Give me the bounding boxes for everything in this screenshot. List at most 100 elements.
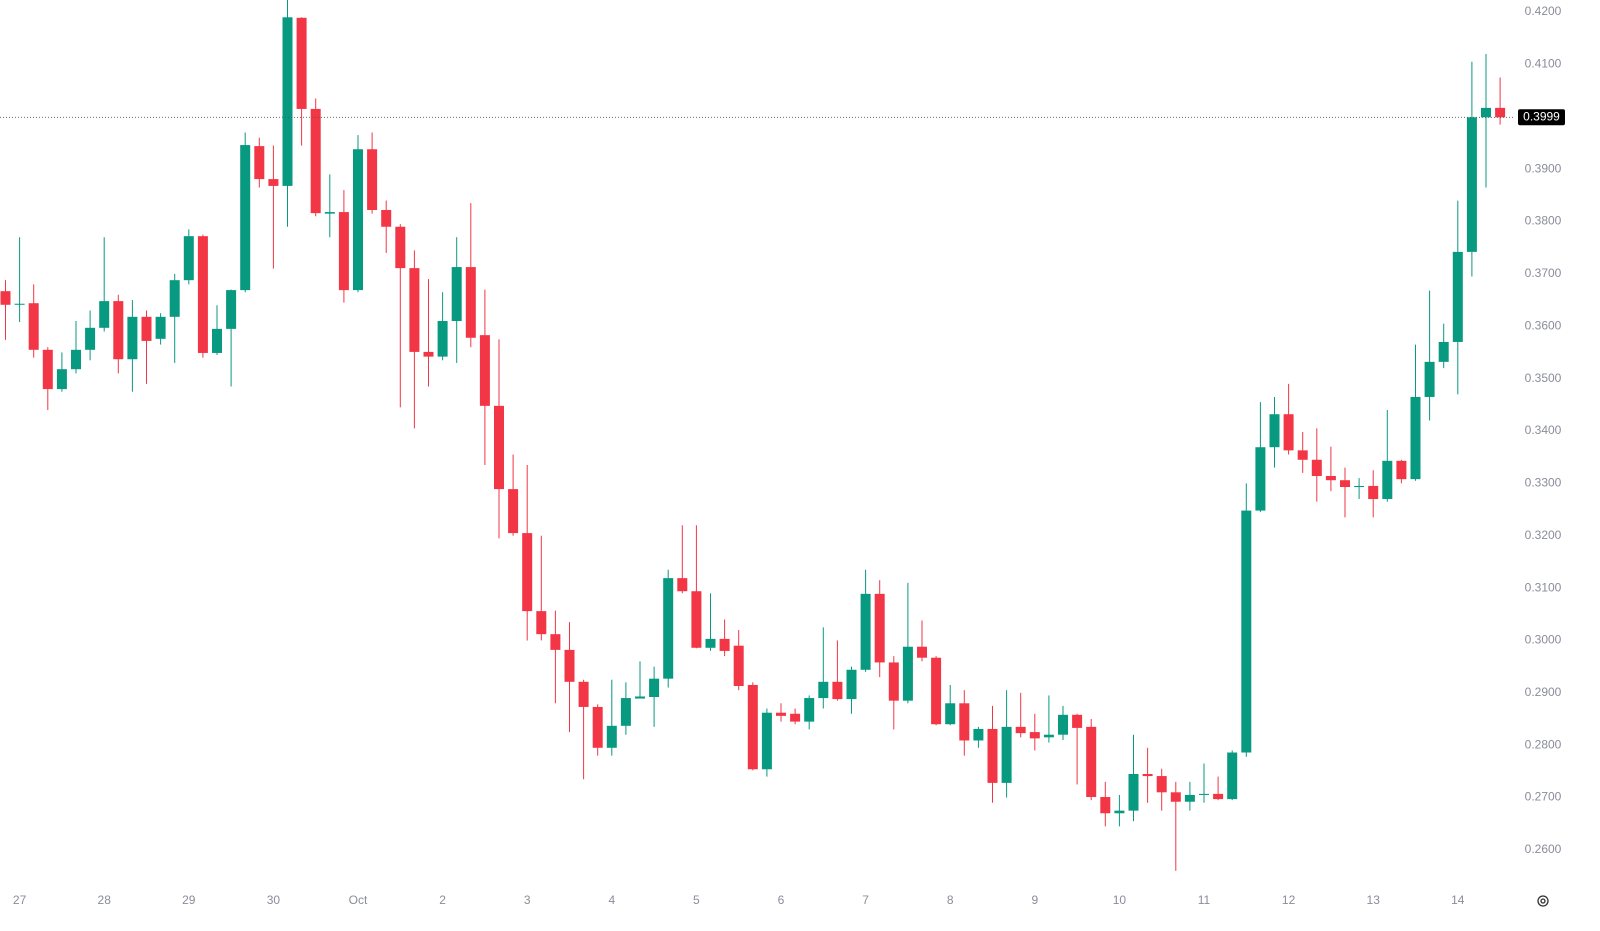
candle-body <box>409 268 420 352</box>
candle-body <box>494 405 504 490</box>
candle-body <box>240 145 251 291</box>
candle-body <box>1058 714 1068 735</box>
candle-body <box>536 611 547 635</box>
candle-body <box>465 267 476 338</box>
candle-body <box>155 316 166 339</box>
x-tick-label: 14 <box>1451 893 1465 907</box>
candle-body <box>169 280 180 317</box>
gear-outer[interactable] <box>1537 895 1549 907</box>
candle-body <box>71 349 81 370</box>
candle-body <box>28 303 39 350</box>
candle-body <box>1170 792 1181 802</box>
y-tick-label: 0.3900 <box>1525 161 1562 175</box>
candle-body <box>1114 810 1125 814</box>
candle-body <box>564 649 575 682</box>
candle-body <box>0 291 11 305</box>
y-tick-label: 0.3400 <box>1525 423 1562 437</box>
candle-body <box>804 698 815 722</box>
candle-body <box>1213 793 1224 800</box>
candle-body <box>1269 414 1280 448</box>
candle-body <box>226 290 237 329</box>
candle-body <box>479 335 490 406</box>
candle-body <box>381 209 392 227</box>
candle-body <box>747 684 758 770</box>
candle-body <box>846 669 857 700</box>
candle-body <box>1325 476 1336 481</box>
candle-body <box>1311 459 1322 477</box>
candle-body <box>508 489 519 534</box>
candle-body <box>437 321 448 357</box>
x-tick-label: 6 <box>778 893 785 907</box>
y-tick-label: 0.2600 <box>1525 842 1562 856</box>
candle-body <box>606 725 617 748</box>
x-tick-label: 10 <box>1113 893 1127 907</box>
candle-body <box>282 17 293 186</box>
candle-body <box>1255 447 1266 511</box>
candle-body <box>1424 361 1435 397</box>
candle-body <box>1015 726 1026 734</box>
x-tick-label: 8 <box>947 893 954 907</box>
last-price-label: 0.3999 <box>1523 109 1560 123</box>
candle-body <box>1142 773 1153 777</box>
x-tick-label: 9 <box>1031 893 1038 907</box>
x-tick-label: 30 <box>267 893 281 907</box>
candle-body <box>85 327 96 350</box>
candle-body <box>1396 460 1407 480</box>
y-tick-label: 0.3000 <box>1525 633 1562 647</box>
candle-body <box>1297 450 1308 460</box>
y-tick-label: 0.4200 <box>1525 4 1562 18</box>
candle-body <box>1481 107 1491 118</box>
candle-body <box>691 591 702 648</box>
candle-body <box>761 712 772 770</box>
candle-body <box>522 533 533 612</box>
candle-body <box>818 681 829 699</box>
candle-body <box>183 236 194 281</box>
x-tick-label: 29 <box>182 893 196 907</box>
candle-body <box>1368 485 1379 500</box>
candle-body <box>1495 107 1506 118</box>
candle-body <box>1452 251 1463 342</box>
y-tick-label: 0.3300 <box>1525 476 1562 490</box>
x-tick-label: 5 <box>693 893 700 907</box>
candle-body <box>1072 714 1083 728</box>
candle-body <box>959 703 970 741</box>
gear-inner[interactable] <box>1540 898 1546 904</box>
candle-body <box>353 149 363 291</box>
candle-body <box>254 146 265 180</box>
candle-body <box>141 316 152 341</box>
candle-body <box>14 303 25 305</box>
y-tick-label: 0.2700 <box>1525 790 1562 804</box>
candle-body <box>987 728 998 783</box>
candle-body <box>832 681 843 700</box>
candle-body <box>917 646 927 658</box>
candle-body <box>1410 396 1421 480</box>
candle-body <box>1354 485 1365 488</box>
candle-body <box>56 369 67 390</box>
candle-body <box>1199 793 1209 795</box>
candle-body <box>578 681 589 707</box>
y-tick-label: 0.3600 <box>1525 318 1562 332</box>
candle-body <box>663 578 674 679</box>
settings-icon[interactable] <box>1537 895 1549 907</box>
candle-body <box>1340 480 1350 488</box>
candle-body <box>1283 414 1294 451</box>
candle-body <box>1100 797 1111 814</box>
candle-body <box>197 236 208 353</box>
candle-body <box>1001 726 1012 783</box>
candle-body <box>324 212 335 214</box>
candle-body <box>705 638 716 648</box>
candle-body <box>1382 460 1393 500</box>
candle-body <box>931 657 942 725</box>
x-tick-label: 13 <box>1367 893 1381 907</box>
candle-body <box>888 662 899 701</box>
candle-body <box>550 634 561 650</box>
candle-body <box>592 706 603 748</box>
candle-body <box>1086 726 1097 798</box>
x-tick-label: 27 <box>13 893 27 907</box>
y-tick-label: 0.3700 <box>1525 266 1562 280</box>
candle-body <box>973 728 984 741</box>
y-tick-label: 0.3500 <box>1525 371 1562 385</box>
x-tick-label: 7 <box>862 893 869 907</box>
x-tick-label: 3 <box>524 893 531 907</box>
